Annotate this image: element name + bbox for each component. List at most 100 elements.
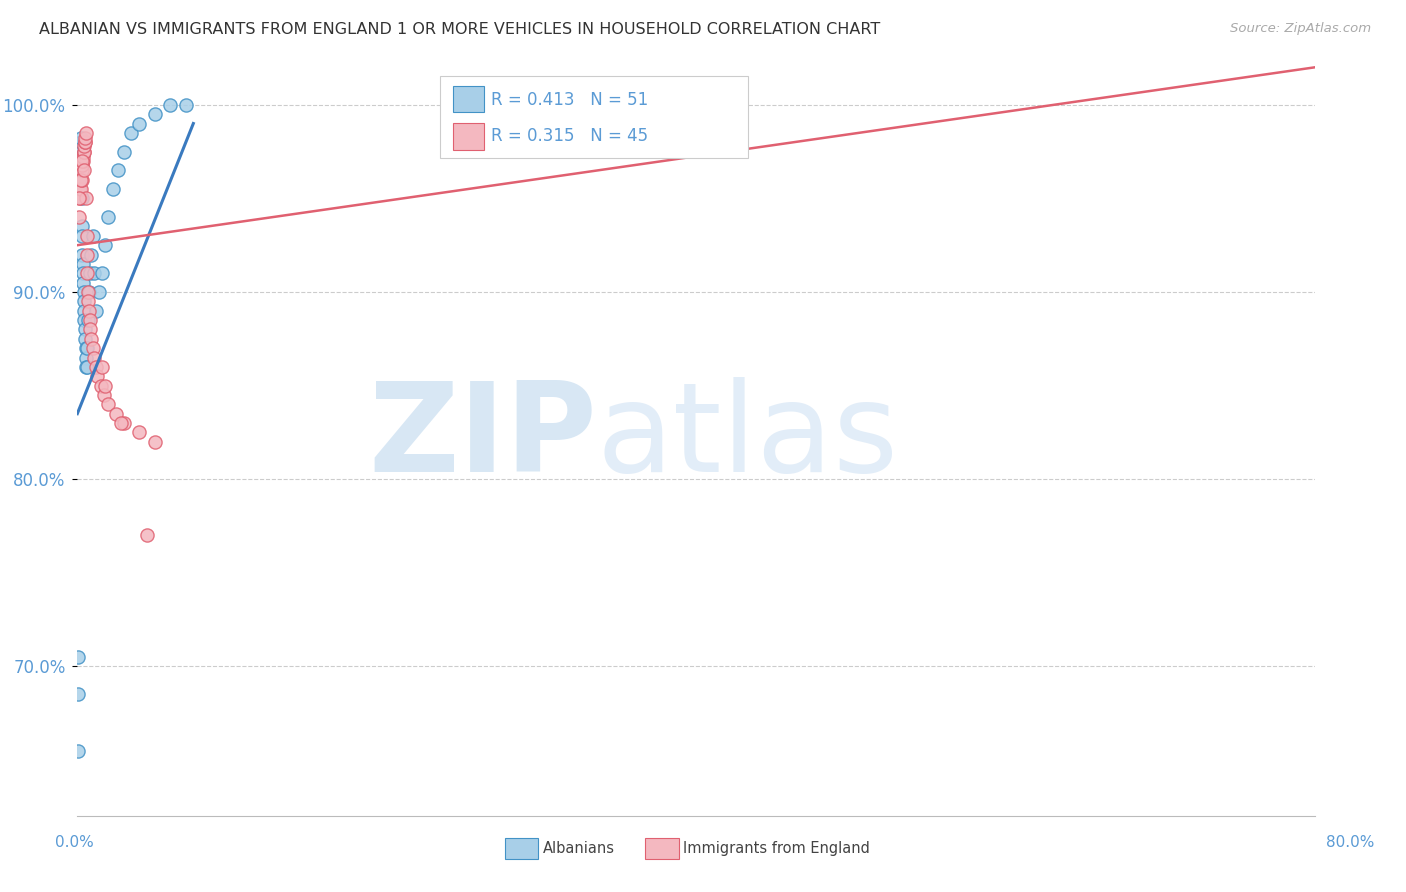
Point: [79, 322, 101, 336]
Point: [73, 139, 96, 153]
Point: [91, 359, 114, 374]
Point: [67, 191, 90, 205]
Point: [94, 378, 117, 392]
Point: [73, 135, 96, 149]
Point: [75, 332, 96, 346]
Point: [72, 153, 94, 168]
Point: [70, 131, 93, 145]
Point: [67, 153, 90, 168]
Point: [75, 126, 97, 140]
Point: [128, 116, 150, 130]
Text: 0.0%: 0.0%: [55, 836, 94, 850]
Point: [76, 228, 98, 243]
Point: [72, 266, 94, 280]
Point: [75, 135, 96, 149]
Point: [110, 416, 132, 430]
Point: [73, 322, 96, 336]
Point: [101, 182, 124, 196]
Point: [82, 228, 104, 243]
Point: [75, 359, 97, 374]
Point: [97, 397, 120, 411]
Point: [97, 210, 120, 224]
Point: [105, 407, 127, 421]
Point: [75, 351, 97, 365]
Point: [159, 97, 181, 112]
Point: [69, 135, 91, 149]
Point: [77, 294, 100, 309]
Text: ALBANIAN VS IMMIGRANTS FROM ENGLAND 1 OR MORE VEHICLES IN HOUSEHOLD CORRELATION : ALBANIAN VS IMMIGRANTS FROM ENGLAND 1 OR…: [39, 22, 880, 37]
Point: [91, 266, 114, 280]
Point: [70, 191, 93, 205]
Point: [77, 303, 100, 318]
Point: [77, 313, 100, 327]
Text: ZIP: ZIP: [368, 376, 598, 498]
Point: [76, 266, 98, 280]
Point: [94, 238, 117, 252]
Point: [87, 285, 110, 299]
Point: [69, 150, 91, 164]
Text: Source: ZipAtlas.com: Source: ZipAtlas.com: [1230, 22, 1371, 36]
Point: [80, 332, 103, 346]
Point: [72, 247, 94, 261]
Point: [83, 266, 105, 280]
Point: [79, 266, 101, 280]
Point: [76, 341, 98, 355]
Point: [72, 145, 94, 159]
Point: [76, 247, 98, 261]
Text: R = 0.315   N = 45: R = 0.315 N = 45: [491, 128, 648, 145]
Point: [83, 351, 105, 365]
Point: [70, 153, 93, 168]
Text: Albanians: Albanians: [543, 841, 614, 855]
Point: [73, 313, 96, 327]
Point: [72, 276, 94, 290]
Point: [72, 285, 94, 299]
Point: [69, 145, 91, 159]
Point: [136, 528, 159, 542]
Point: [79, 313, 101, 327]
Point: [66, 744, 89, 758]
Point: [70, 219, 93, 234]
Point: [67, 210, 90, 224]
Text: 80.0%: 80.0%: [1326, 836, 1374, 850]
Point: [73, 294, 96, 309]
Point: [112, 416, 135, 430]
Point: [174, 97, 197, 112]
Text: Immigrants from England: Immigrants from England: [683, 841, 870, 855]
Point: [86, 369, 108, 384]
Point: [70, 163, 93, 178]
Text: atlas: atlas: [598, 376, 898, 498]
Point: [73, 303, 96, 318]
Point: [82, 341, 104, 355]
Point: [69, 139, 91, 153]
Point: [69, 182, 91, 196]
Point: [67, 688, 90, 702]
Point: [67, 182, 90, 196]
Point: [72, 150, 94, 164]
Point: [70, 182, 93, 196]
Point: [77, 285, 100, 299]
Point: [76, 285, 98, 299]
Point: [93, 388, 115, 402]
Point: [69, 139, 91, 153]
Text: R = 0.413   N = 51: R = 0.413 N = 51: [491, 91, 648, 109]
Point: [72, 257, 94, 271]
Point: [90, 378, 111, 392]
Point: [75, 131, 97, 145]
Point: [121, 126, 143, 140]
Point: [84, 303, 107, 318]
Point: [72, 153, 94, 168]
Point: [67, 650, 90, 665]
Point: [76, 359, 98, 374]
Point: [80, 247, 103, 261]
Point: [69, 191, 91, 205]
Point: [75, 341, 97, 355]
Point: [70, 228, 93, 243]
Point: [143, 434, 166, 449]
Point: [67, 172, 90, 186]
Point: [112, 145, 135, 159]
Point: [84, 359, 107, 374]
Point: [67, 163, 90, 178]
Point: [107, 163, 129, 178]
Point: [75, 191, 97, 205]
Point: [73, 163, 96, 178]
